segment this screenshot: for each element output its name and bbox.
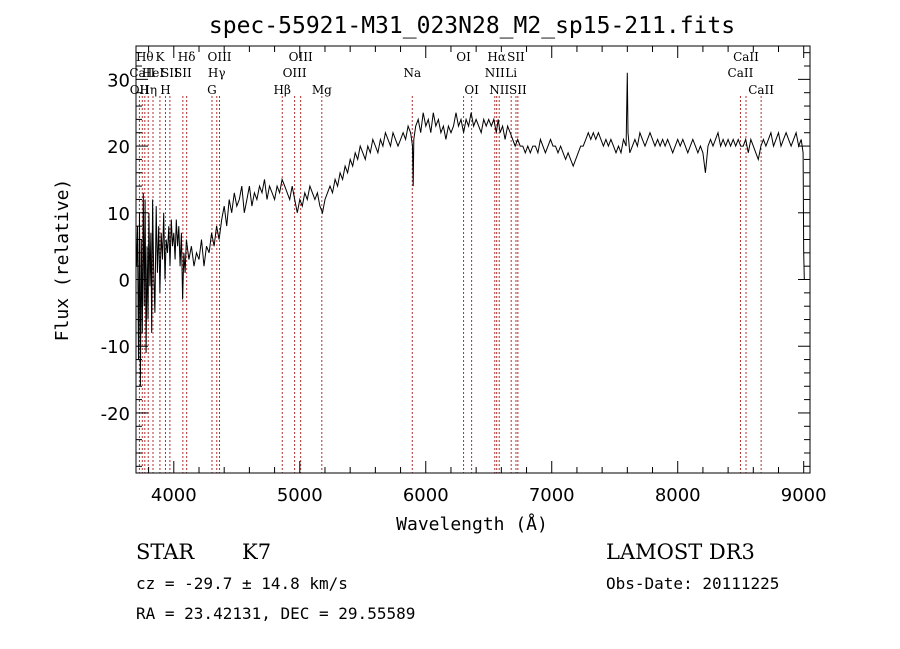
- line-marker-label-7: SII: [161, 66, 179, 80]
- line-marker-label-0: OII: [130, 83, 150, 97]
- y-axis-label: Flux (relative): [52, 179, 73, 342]
- x-tick-label-5: 9000: [781, 485, 827, 506]
- line-marker-label-3: Hη: [139, 83, 157, 97]
- x-axis-label: Wavelength (Å): [396, 513, 548, 535]
- x-tick-label-4: 8000: [655, 485, 701, 506]
- line-marker-label-17: Na: [403, 66, 421, 80]
- line-marker-label-24: SII: [507, 50, 525, 64]
- line-marker-label-22: NII: [489, 83, 509, 97]
- line-marker-label-19: OI: [464, 83, 479, 97]
- y-tick-label-4: 20: [107, 137, 130, 158]
- y-tick-label-0: -20: [101, 404, 130, 425]
- x-tick-label-0: 4000: [151, 485, 197, 506]
- line-marker-label-25: SII: [509, 83, 527, 97]
- object-subclass: K7: [242, 540, 271, 564]
- line-marker-label-28: CaII: [748, 83, 774, 97]
- redshift-readout: cz = -29.7 ± 14.8 km/s: [136, 574, 348, 593]
- line-marker-label-16: Mg: [312, 83, 332, 97]
- observation-date: Obs-Date: 20111225: [606, 574, 779, 593]
- line-marker-label-2: Hθ: [136, 50, 154, 64]
- y-axis-ticks: -20 -10 0 10 20 30: [101, 52, 810, 467]
- x-tick-label-1: 5000: [277, 485, 323, 506]
- line-marker-label-5: K: [155, 50, 165, 64]
- survey-name: LAMOST DR3: [606, 540, 755, 564]
- line-marker-label-6: H: [160, 83, 170, 97]
- x-tick-label-2: 6000: [403, 485, 449, 506]
- line-marker-label-14: OIII: [283, 66, 307, 80]
- y-tick-label-5: 30: [107, 70, 130, 91]
- line-marker-label-23: Li: [505, 66, 517, 80]
- line-marker-label-26: CaII: [728, 66, 754, 80]
- line-marker-label-10: G: [207, 83, 217, 97]
- chart-title: spec-55921-M31_023N28_M2_sp15-211.fits: [209, 13, 735, 39]
- line-marker-label-18: OI: [456, 50, 471, 64]
- line-marker-label-15: OIII: [289, 50, 313, 64]
- line-marker-label-11: Hγ: [208, 66, 226, 80]
- line-marker-label-21: Hα: [487, 50, 506, 64]
- line-marker-label-13: Hβ: [274, 83, 291, 97]
- x-tick-label-3: 7000: [529, 485, 575, 506]
- y-tick-label-2: 0: [119, 271, 130, 292]
- line-marker-label-9: Hδ: [178, 50, 196, 64]
- line-marker-label-12: OIII: [207, 50, 231, 64]
- emission-line-markers: [138, 96, 762, 473]
- y-tick-label-1: -10: [101, 337, 130, 358]
- sky-coordinates: RA = 23.42131, DEC = 29.55589: [136, 604, 415, 623]
- line-marker-label-27: CaII: [733, 50, 759, 64]
- x-axis-ticks: 4000 5000 6000 7000 8000 9000: [148, 46, 827, 506]
- spectrum-line: [136, 72, 805, 387]
- plot-frame: [135, 45, 811, 474]
- object-class: STAR: [136, 540, 195, 564]
- line-marker-label-4: HeI: [142, 66, 165, 80]
- line-marker-label-8: SII: [174, 66, 192, 80]
- y-tick-label-3: 10: [107, 204, 130, 225]
- line-marker-label-20: NII: [485, 66, 505, 80]
